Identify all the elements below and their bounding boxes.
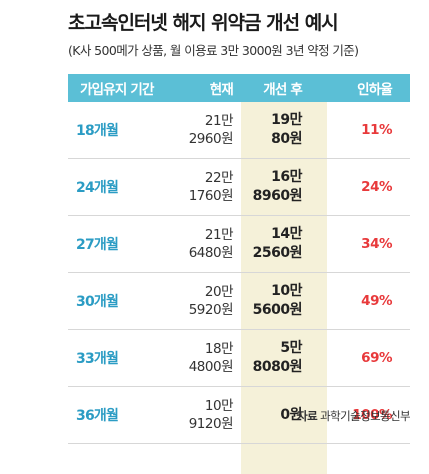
row-current-line: 6480원: [188, 245, 234, 261]
row-rate: 49%: [361, 293, 392, 309]
row-period: 30개월: [76, 294, 119, 310]
row-after-line: 5만: [280, 340, 302, 356]
after-column-highlight: [241, 102, 327, 474]
penalty-table: 가입유지 기간 현재 개선 후 인하율 18개월 21만 2960원 19만 80원 11…: [68, 74, 410, 474]
row-after-line: 2560원: [252, 245, 303, 261]
row-current: 10만 9120원: [168, 397, 234, 433]
row-period: 36개월: [76, 408, 119, 424]
row-rate: 24%: [361, 179, 392, 195]
row-current-line: 10만: [204, 398, 234, 414]
row-current: 22만 1760원: [168, 169, 234, 205]
table-row: 27개월 21만 6480원 14만 2560원 34%: [68, 216, 410, 273]
row-after-line: 8960원: [252, 188, 303, 204]
row-current: 21만 2960원: [168, 112, 234, 148]
row-current-line: 5920원: [188, 302, 234, 318]
row-current-line: 22만: [204, 170, 234, 186]
header-period: 가입유지 기간: [80, 82, 154, 98]
table-header: 가입유지 기간 현재 개선 후 인하율: [68, 74, 410, 102]
header-current: 현재: [209, 82, 234, 98]
row-after-line: 5600원: [252, 302, 303, 318]
row-after-line: 19만: [271, 112, 302, 128]
row-rate: 69%: [361, 350, 392, 366]
row-rate: 100%: [352, 407, 392, 423]
row-after: 14만 2560원: [237, 225, 303, 263]
row-current-line: 9120원: [188, 416, 234, 432]
chart-subtitle: (K사 500메가 상품, 월 이용료 3만 3000원 3년 약정 기준): [68, 43, 359, 58]
row-period: 27개월: [76, 237, 119, 253]
row-current: 18만 4800원: [168, 340, 234, 376]
row-current-line: 18만: [204, 341, 234, 357]
row-after: 0원: [237, 406, 302, 425]
row-after-line: 8080원: [252, 359, 303, 375]
source-name: 과학기술정보통신부: [320, 409, 410, 423]
row-period: 24개월: [76, 180, 119, 196]
row-rate: 11%: [361, 122, 392, 138]
source-label: 자료: [297, 409, 318, 423]
chart-title: 초고속인터넷 해지 위약금 개선 예시: [68, 12, 339, 34]
row-period: 33개월: [76, 351, 119, 367]
row-after-line: 0원: [280, 406, 302, 423]
row-after: 19만 80원: [237, 111, 302, 149]
header-rate: 인하율: [357, 82, 393, 98]
row-current-line: 20만: [204, 284, 234, 300]
table-row: 18개월 21만 2960원 19만 80원 11%: [68, 102, 410, 159]
row-current-line: 21만: [204, 227, 234, 243]
header-after: 개선 후: [263, 82, 303, 98]
table-row: 36개월 10만 9120원 0원 100%: [68, 387, 410, 444]
row-current: 20만 5920원: [168, 283, 234, 319]
row-rate: 34%: [361, 236, 392, 252]
row-after-line: 80원: [271, 131, 302, 147]
row-after-line: 16만: [271, 169, 302, 185]
table-body: 18개월 21만 2960원 19만 80원 11% 24개월 22만 1760원 16만 8960…: [68, 102, 410, 444]
row-after: 10만 5600원: [237, 282, 303, 320]
table-row: 33개월 18만 4800원 5만 8080원 69%: [68, 330, 410, 387]
table-row: 30개월 20만 5920원 10만 5600원 49%: [68, 273, 410, 330]
row-current: 21만 6480원: [168, 226, 234, 262]
row-period: 18개월: [76, 123, 119, 139]
source-note: 자료 과학기술정보통신부: [297, 408, 410, 424]
row-after: 16만 8960원: [237, 168, 303, 206]
row-current-line: 4800원: [188, 359, 234, 375]
row-after-line: 14만: [271, 226, 302, 242]
row-current-line: 2960원: [188, 131, 234, 147]
row-current-line: 21만: [204, 113, 234, 129]
row-current-line: 1760원: [188, 188, 234, 204]
table-row: 24개월 22만 1760원 16만 8960원 24%: [68, 159, 410, 216]
row-after-line: 10만: [271, 283, 302, 299]
row-after: 5만 8080원: [237, 339, 303, 377]
